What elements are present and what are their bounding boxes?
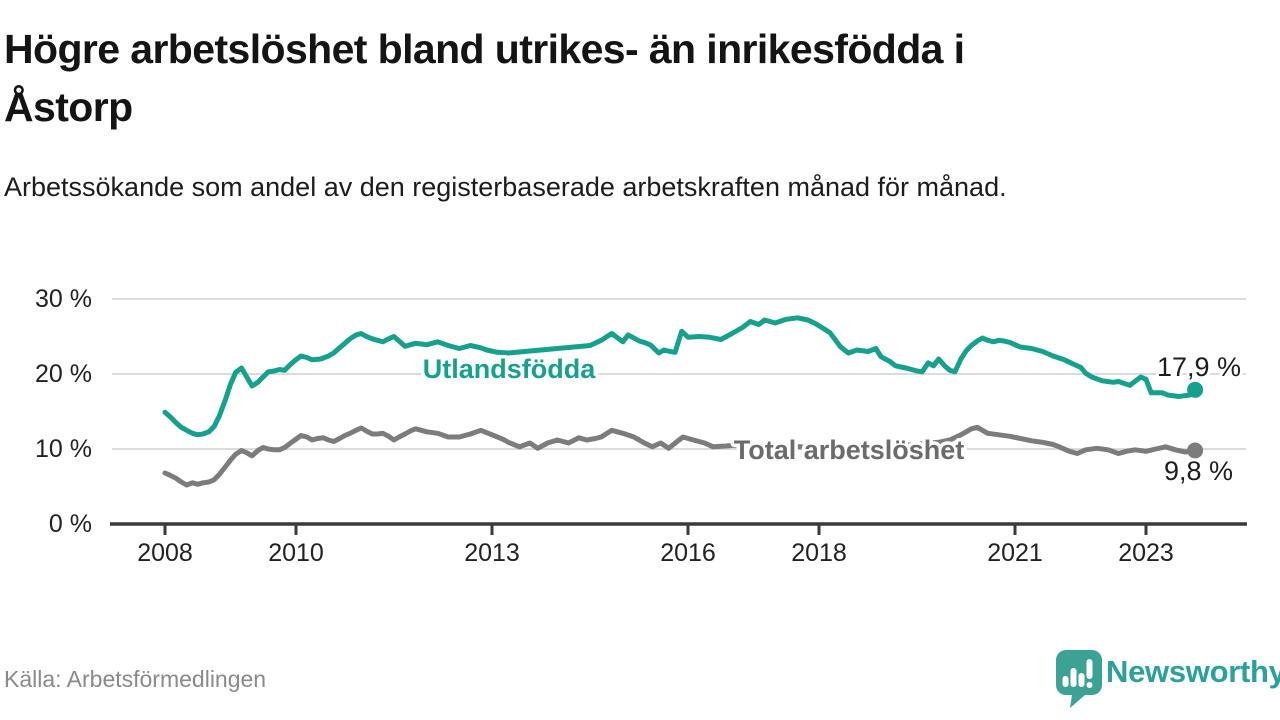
logo-bar-2: [1070, 668, 1077, 687]
y-tick-label-0: 0 %: [49, 510, 92, 538]
source-note: Källa: Arbetsförmedlingen: [4, 666, 267, 692]
x-tick-label-2018: 2018: [791, 539, 847, 567]
logo-bars: [1062, 659, 1093, 688]
x-axis-labels: 2008 2010 2013 2016 2018 2021 2023: [137, 539, 1174, 567]
logo-bar-3: [1078, 673, 1085, 687]
page-title: Högre arbetslöshet bland utrikes- än inr…: [4, 20, 1254, 136]
x-tick-label-2013: 2013: [464, 539, 520, 567]
newsworthy-logo-icon: [1056, 650, 1102, 708]
series-layer: [162, 315, 1204, 488]
series-end-dot-0: [1187, 381, 1204, 398]
x-tick-label-2021: 2021: [987, 539, 1043, 567]
x-tick-label-2016: 2016: [660, 539, 716, 567]
y-tick-label-20: 20 %: [35, 360, 92, 388]
series-line-0: [162, 315, 1198, 438]
gridlines: [112, 298, 1246, 450]
logo-exclamation-bar: [1086, 659, 1093, 679]
x-tick-label-2010: 2010: [268, 539, 324, 567]
logo-exclamation-dot: [1086, 682, 1093, 688]
series-line-1: [162, 424, 1198, 488]
x-tick-label-2023: 2023: [1118, 539, 1174, 567]
series-end-dot-1: [1187, 442, 1204, 459]
title-line-2: Åstorp: [4, 84, 133, 130]
y-axis-labels: 30 % 20 % 10 % 0 %: [35, 285, 92, 538]
end-value-label-total: 9,8 %: [1164, 456, 1233, 486]
x-axis: 2008 2010 2013 2016 2018 2021 2023: [110, 522, 1247, 567]
logo-bar-1: [1062, 676, 1069, 687]
x-axis-ticks: [163, 524, 1148, 535]
series-label-utlandsfodda: Utlandsfödda: [423, 354, 596, 384]
end-value-label-utlandsfodda: 17,9 %: [1157, 352, 1241, 382]
title-line-1: Högre arbetslöshet bland utrikes- än inr…: [4, 26, 965, 72]
chart-subtitle: Arbetssökande som andel av den registerb…: [4, 172, 1007, 202]
series-label-total-arbetsloshet: Total arbetslöshet: [734, 435, 965, 465]
y-tick-label-10: 10 %: [35, 435, 92, 463]
y-tick-label-30: 30 %: [35, 285, 92, 313]
x-tick-label-2008: 2008: [137, 539, 193, 567]
newsworthy-wordmark: Newsworthy: [1106, 654, 1280, 689]
